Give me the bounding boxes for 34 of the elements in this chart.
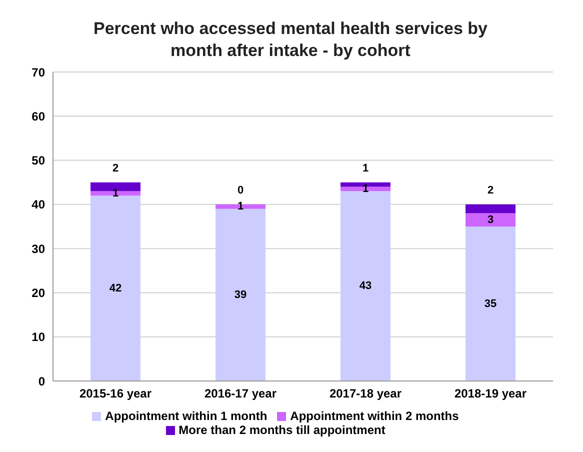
y-tick-label: 20 — [32, 286, 46, 300]
data-label: 1 — [362, 162, 369, 174]
data-label: 1 — [362, 182, 369, 195]
data-label: 2 — [112, 162, 119, 174]
data-label: 39 — [234, 288, 247, 301]
bar — [90, 196, 140, 381]
y-tick-label: 70 — [32, 65, 46, 80]
data-label: 42 — [109, 282, 122, 294]
y-tick-label: 50 — [32, 154, 46, 168]
data-label: 1 — [112, 187, 119, 200]
data-label: 0 — [237, 184, 244, 196]
y-tick-label: 0 — [38, 374, 46, 388]
bar — [340, 191, 390, 381]
data-label: 1 — [237, 200, 244, 213]
data-label: 43 — [359, 280, 372, 292]
data-label: 35 — [484, 298, 497, 310]
x-tick-label: 2016-17 year — [204, 386, 277, 401]
chart-title: Percent who accessed mental health services by month after intake - by cohort — [92, 18, 489, 62]
bar — [216, 208, 266, 381]
bar — [466, 213, 516, 226]
bar — [466, 204, 516, 214]
x-tick-label: 2015-16 year — [79, 386, 152, 401]
x-tick-label: 2017-18 year — [329, 386, 402, 401]
data-label: 2 — [487, 184, 494, 196]
x-tick-label: 2018-19 year — [454, 386, 527, 401]
legend-label: More than 2 months till appointment — [178, 423, 386, 437]
y-tick-label: 40 — [32, 198, 46, 212]
legend-label: Appointment within 1 month — [105, 409, 268, 423]
legend-label: Appointment within 2 months — [290, 409, 459, 423]
bar — [466, 226, 516, 381]
y-tick-label: 30 — [32, 242, 46, 256]
y-tick-label: 10 — [32, 330, 46, 344]
data-label: 3 — [487, 214, 494, 226]
y-tick-label: 60 — [32, 109, 46, 124]
